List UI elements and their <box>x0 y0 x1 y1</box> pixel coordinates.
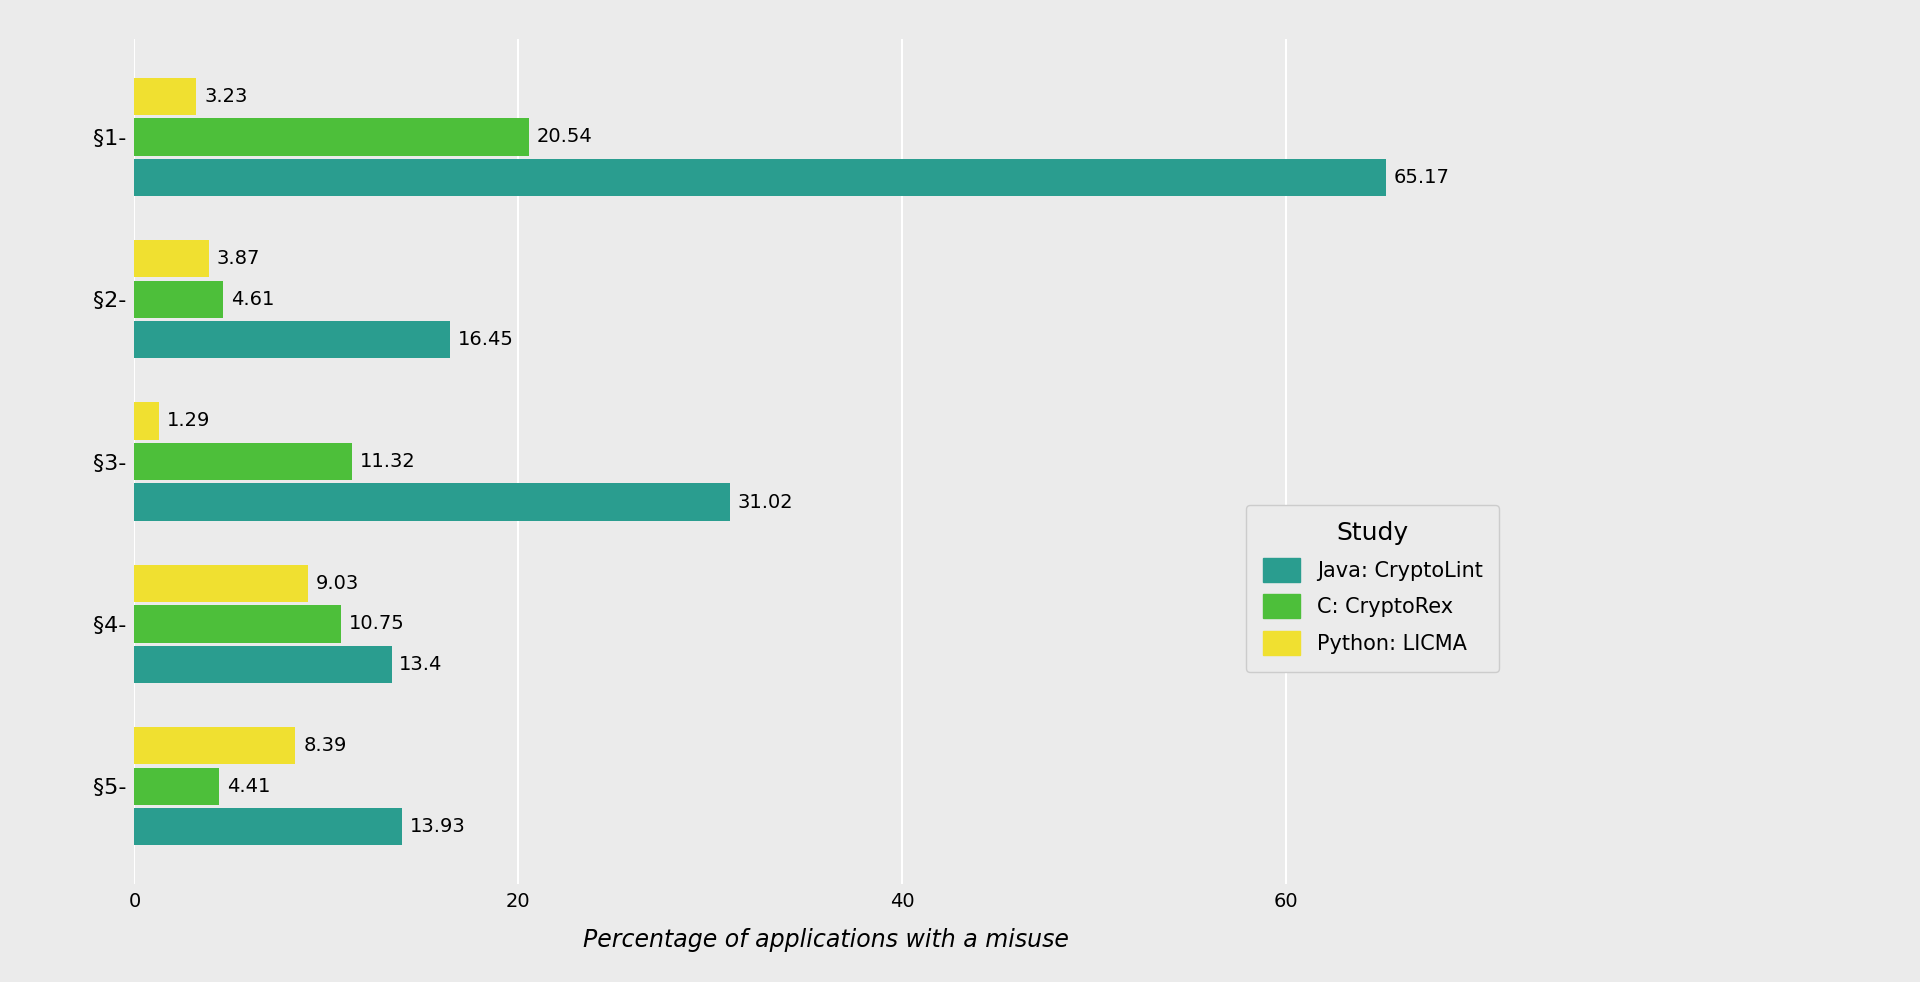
Bar <box>134 808 401 846</box>
Bar <box>134 240 209 277</box>
Text: 1.29: 1.29 <box>167 411 209 430</box>
Text: 4.41: 4.41 <box>227 777 271 795</box>
Text: 20.54: 20.54 <box>536 128 591 146</box>
Text: 9.03: 9.03 <box>315 573 359 593</box>
Legend: Java: CryptoLint, C: CryptoRex, Python: LICMA: Java: CryptoLint, C: CryptoRex, Python: … <box>1246 505 1500 672</box>
Bar <box>134 483 730 520</box>
Text: 11.32: 11.32 <box>359 452 415 471</box>
Bar <box>134 78 196 115</box>
Bar <box>134 768 219 805</box>
Bar <box>134 321 449 358</box>
Text: 13.4: 13.4 <box>399 655 444 674</box>
Text: 3.87: 3.87 <box>217 249 259 268</box>
Bar <box>134 118 528 155</box>
Text: 65.17: 65.17 <box>1394 168 1450 187</box>
Bar <box>134 565 307 602</box>
Bar <box>134 605 342 642</box>
Bar <box>134 281 223 318</box>
Text: 4.61: 4.61 <box>230 290 275 308</box>
Text: 3.23: 3.23 <box>204 86 248 106</box>
Text: 16.45: 16.45 <box>457 330 515 350</box>
Text: 10.75: 10.75 <box>349 615 405 633</box>
Bar <box>134 159 1386 196</box>
X-axis label: Percentage of applications with a misuse: Percentage of applications with a misuse <box>582 928 1069 952</box>
Text: 8.39: 8.39 <box>303 736 346 755</box>
Text: 13.93: 13.93 <box>409 817 465 837</box>
Bar <box>134 443 351 480</box>
Bar <box>134 727 296 764</box>
Text: 31.02: 31.02 <box>737 493 793 512</box>
Bar <box>134 403 159 440</box>
Bar <box>134 646 392 683</box>
